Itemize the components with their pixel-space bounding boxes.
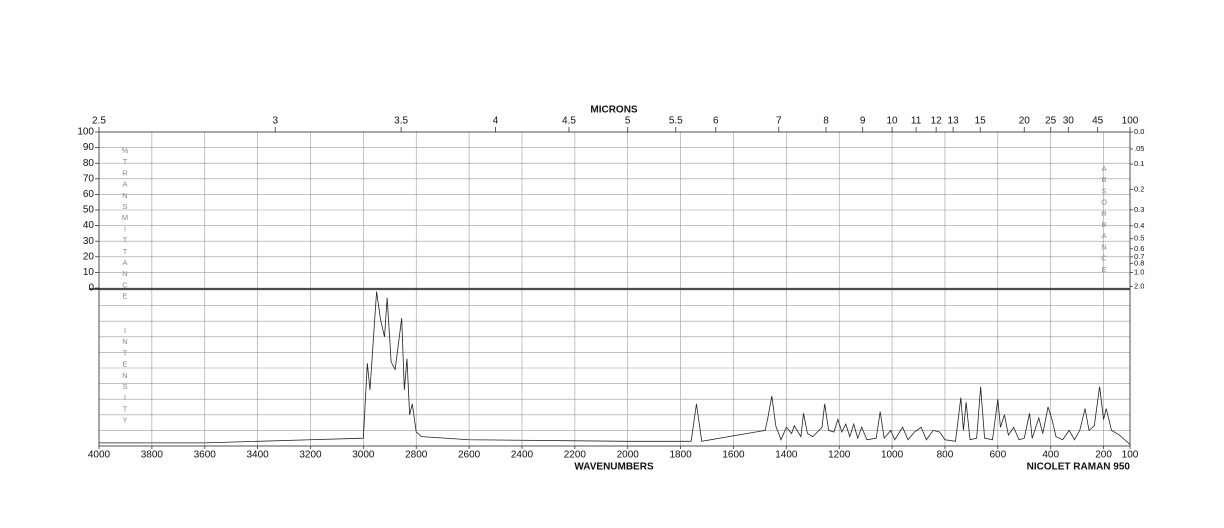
micron-tick-label: 4.5	[562, 116, 576, 127]
micron-tick-label: 3	[272, 116, 278, 127]
micron-tick-label: 2.5	[92, 116, 106, 127]
absorbance-tick-label: .05	[1134, 144, 1144, 153]
micron-tick-label: 5	[625, 116, 631, 127]
micron-tick-label: 8	[823, 116, 829, 127]
y-tick-label: 10	[83, 267, 95, 278]
y-tick-label: 70	[83, 173, 95, 184]
absorbance-tick-label: 1.0	[1134, 267, 1144, 276]
x-tick-label: 1800	[669, 450, 692, 461]
absorbance-tick-label: 0.4	[1134, 221, 1144, 230]
y-tick-label: 30	[83, 236, 95, 247]
x-tick-label: 3400	[246, 450, 269, 461]
x-tick-label: 2000	[617, 450, 640, 461]
micron-tick-label: 3.5	[394, 116, 408, 127]
x-tick-label: 1000	[881, 450, 904, 461]
y-tick-label: 100	[77, 127, 94, 138]
x-tick-label: 1600	[722, 450, 745, 461]
x-tick-label: 2600	[458, 450, 481, 461]
instrument-label: NICOLET RAMAN 950	[1027, 462, 1131, 473]
micron-tick-label: 20	[1019, 116, 1031, 127]
x-tick-label: 100	[1122, 450, 1139, 461]
spectrum-line	[99, 291, 1131, 445]
y-tick-label: 50	[83, 205, 95, 216]
x-axis-label: WAVENUMBERS	[574, 462, 654, 473]
right-axis-label: ABSORBANCE	[1100, 164, 1109, 276]
y-tick-label: 40	[83, 220, 95, 231]
micron-tick-label: 9	[860, 116, 866, 127]
top-axis-label: MICRONS	[590, 105, 638, 116]
absorbance-tick-label: 0.2	[1134, 185, 1144, 194]
micron-tick-label: 15	[975, 116, 987, 127]
x-tick-label: 2800	[405, 450, 428, 461]
x-tick-label: 400	[1042, 450, 1059, 461]
x-tick-label: 3200	[299, 450, 322, 461]
micron-tick-label: 6	[713, 116, 719, 127]
micron-tick-label: 10	[887, 116, 899, 127]
x-tick-label: 3600	[194, 450, 217, 461]
micron-tick-label: 5.5	[669, 116, 683, 127]
x-tick-label: 600	[989, 450, 1006, 461]
x-tick-label: 3800	[141, 450, 164, 461]
y-tick-label: 0	[88, 283, 94, 294]
lower-y-axis-label: INTENSITY	[121, 326, 130, 427]
x-tick-label: 1200	[828, 450, 851, 461]
absorbance-tick-label: 0.5	[1134, 234, 1144, 243]
x-tick-label: 200	[1095, 450, 1112, 461]
x-tick-label: 800	[937, 450, 954, 461]
micron-tick-label: 13	[948, 116, 960, 127]
absorbance-tick-label: 2.0	[1134, 281, 1144, 290]
x-tick-label: 2400	[511, 450, 534, 461]
micron-tick-label: 7	[776, 116, 782, 127]
x-tick-label: 1400	[775, 450, 798, 461]
x-tick-label: 2200	[564, 450, 587, 461]
absorbance-tick-label: 0.7	[1134, 252, 1144, 261]
y-tick-label: 90	[83, 142, 95, 153]
micron-tick-label: 30	[1063, 116, 1075, 127]
micron-tick-label: 45	[1092, 116, 1104, 127]
y-tick-label: 80	[83, 158, 95, 169]
absorbance-tick-label: 0.3	[1134, 205, 1144, 214]
absorbance-tick-label: 0.0	[1134, 127, 1144, 136]
y-tick-label: 20	[83, 251, 95, 262]
x-tick-label: 3000	[352, 450, 375, 461]
micron-tick-label: 25	[1045, 116, 1057, 127]
y-axis-label: %TRANSMITTANCE	[121, 146, 130, 303]
micron-tick-label: 12	[931, 116, 943, 127]
x-tick-label: 4000	[88, 450, 111, 461]
micron-tick-label: 11	[911, 116, 922, 127]
absorbance-tick-label: 0.6	[1134, 244, 1144, 253]
micron-tick-label: 4	[493, 116, 499, 127]
absorbance-tick-label: 0.1	[1134, 159, 1144, 168]
micron-tick-label: 100	[1122, 116, 1139, 127]
y-tick-label: 60	[83, 189, 95, 200]
absorbance-tick-label: 0.8	[1134, 258, 1144, 267]
